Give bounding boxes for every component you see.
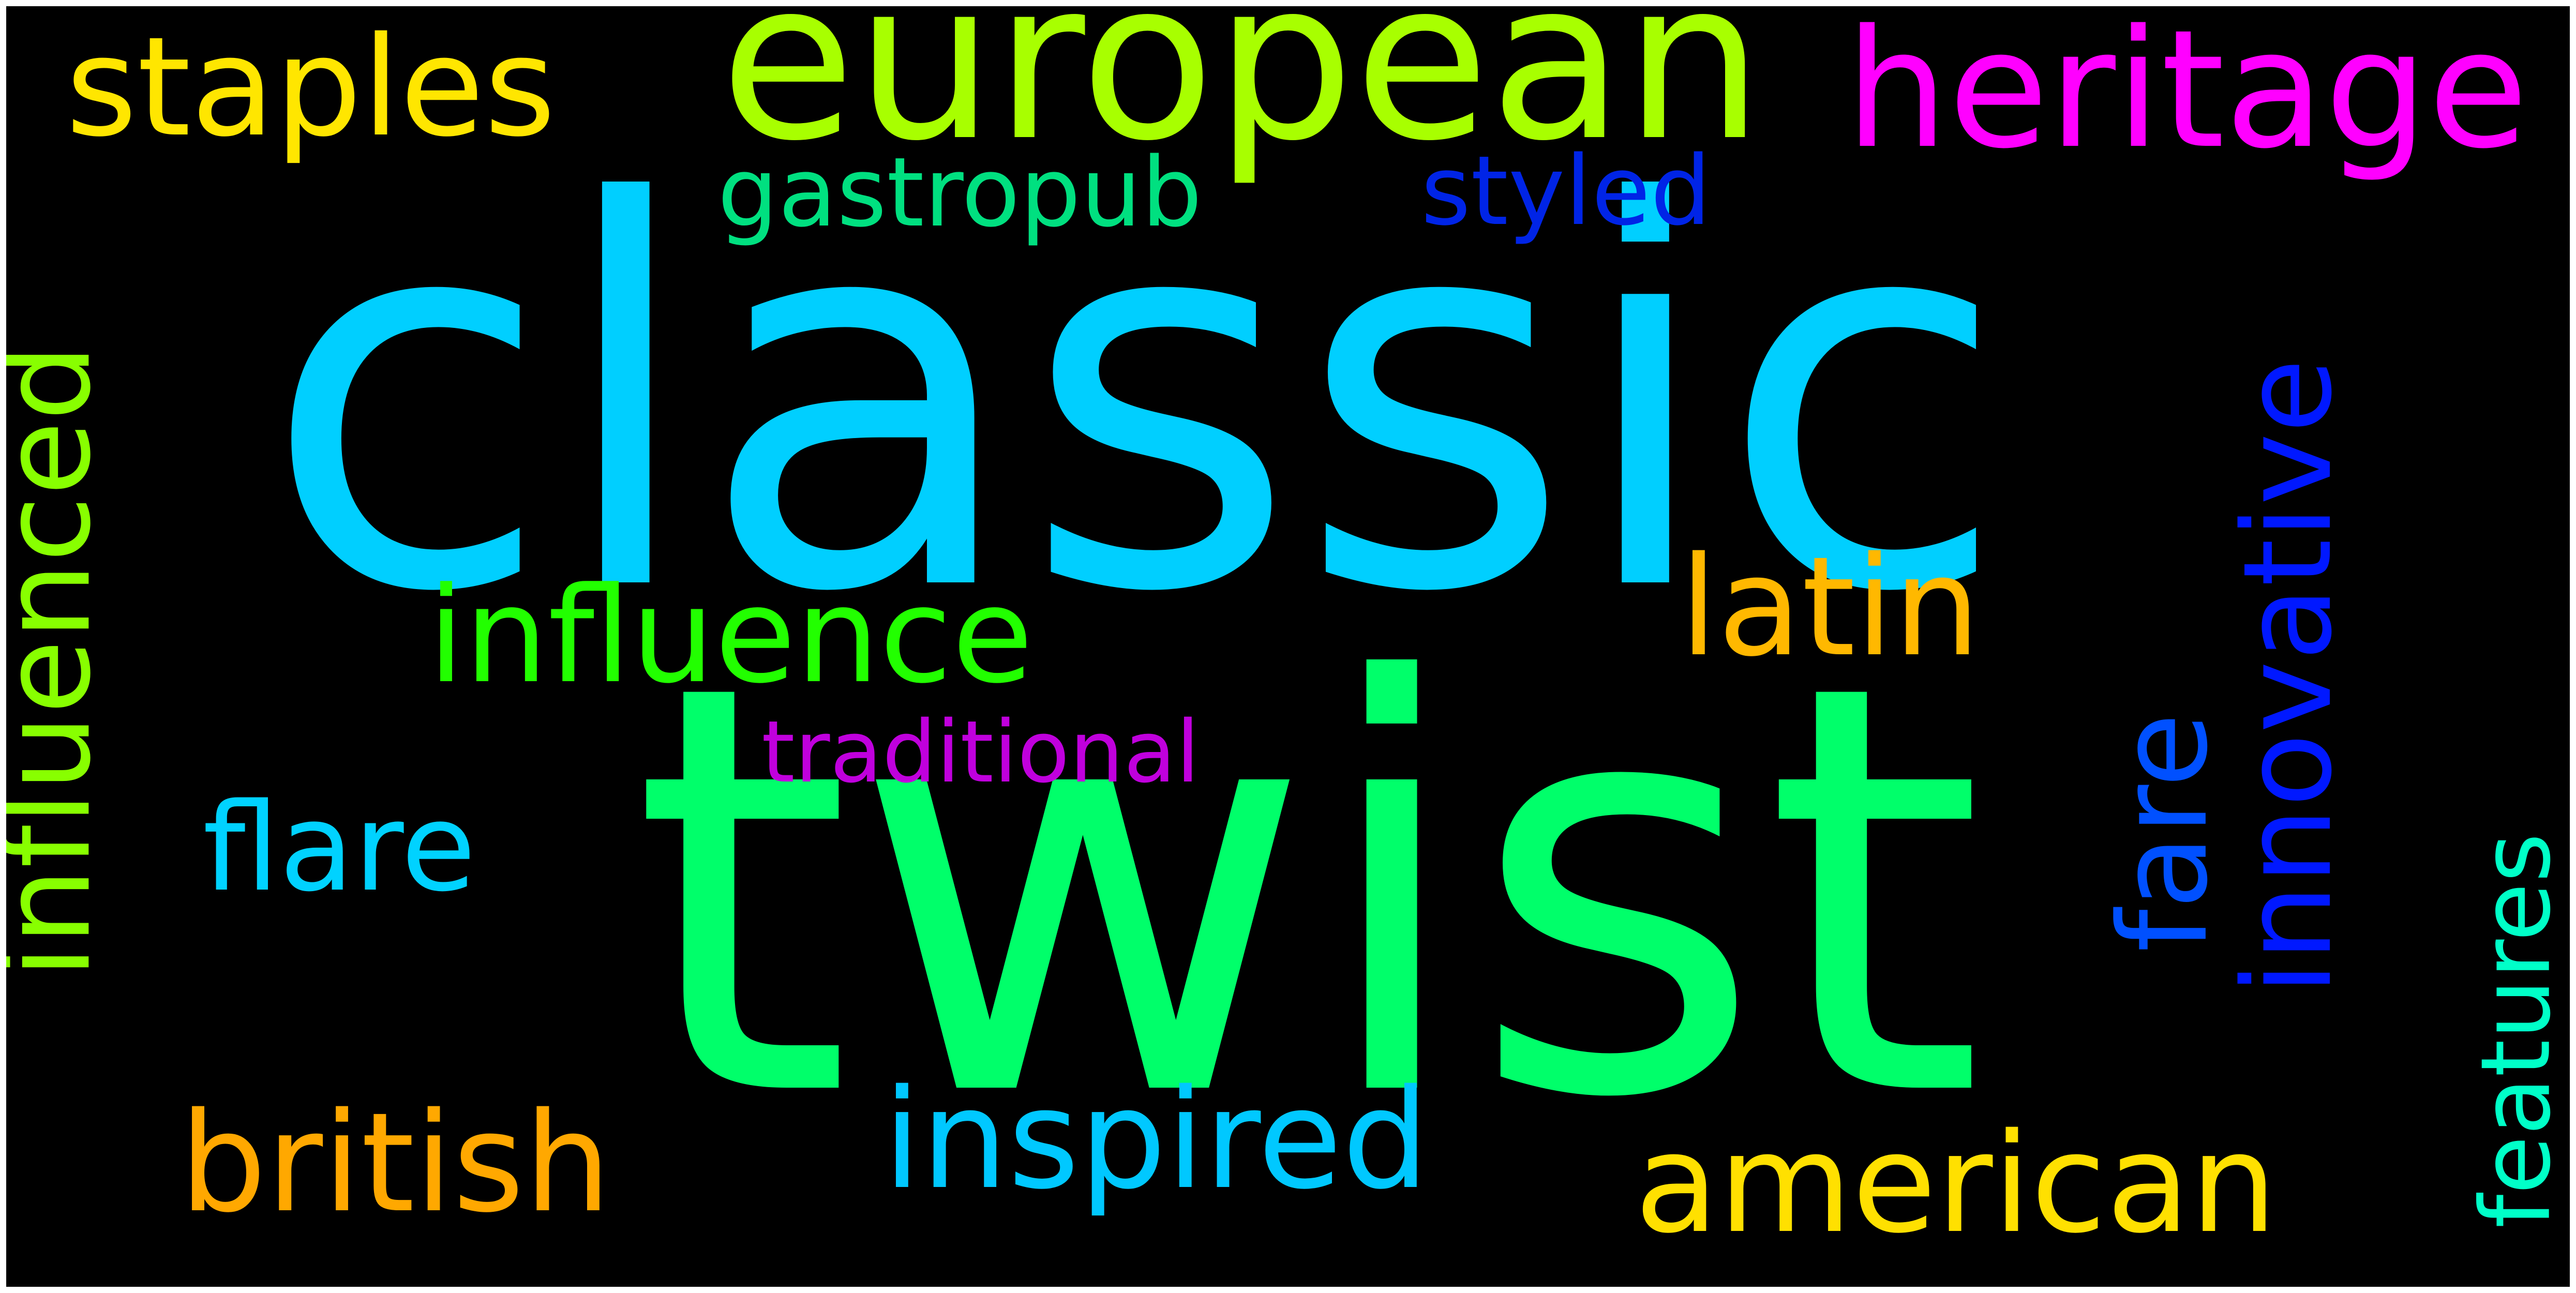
word-heritage: heritage bbox=[1845, 6, 2528, 185]
word-styled: styled bbox=[1421, 135, 1712, 247]
word-european: european bbox=[720, 6, 1764, 189]
word-flare: flare bbox=[203, 777, 476, 919]
word-influenced: influenced bbox=[6, 343, 118, 979]
word-twist: twist bbox=[631, 565, 1985, 1221]
word-influence: influence bbox=[428, 559, 1034, 713]
word-latin: latin bbox=[1680, 528, 1981, 687]
word-cloud: classic twist european heritage staples … bbox=[6, 6, 2570, 1287]
word-traditional: traditional bbox=[761, 702, 1200, 802]
word-british: british bbox=[179, 1084, 611, 1243]
word-inspired: inspired bbox=[883, 1060, 1429, 1220]
word-innovative: innovative bbox=[2218, 358, 2359, 996]
word-fare: fare bbox=[2093, 713, 2235, 952]
word-classic: classic bbox=[262, 93, 2009, 707]
word-gastropub: gastropub bbox=[717, 137, 1203, 248]
word-staples: staples bbox=[66, 8, 556, 167]
word-features: features bbox=[2460, 833, 2570, 1228]
word-american: american bbox=[1635, 1104, 2278, 1264]
